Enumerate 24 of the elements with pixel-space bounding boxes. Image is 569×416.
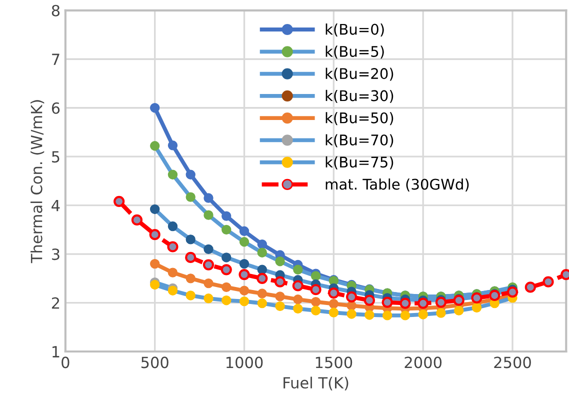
legend-label: k(Bu=5) <box>326 46 384 59</box>
y-tick-label: 5 <box>52 151 60 163</box>
legend-label: k(Bu=75) <box>326 156 394 170</box>
legend-label: k(Bu=70) <box>326 134 394 148</box>
x-tick-label: 1500 <box>316 356 352 368</box>
legend-label: mat. Table (30GWd) <box>326 178 469 192</box>
x-tick-label: 1000 <box>226 356 263 368</box>
x-tick-label: 0 <box>62 356 70 368</box>
y-axis-title: Thermal Con. (W/mK) <box>30 100 44 264</box>
x-tick-label: 500 <box>141 356 168 368</box>
y-tick-label: 1 <box>52 346 60 358</box>
legend-label: k(Bu=20) <box>326 68 394 81</box>
legend-label: k(Bu=0) <box>326 24 384 37</box>
y-tick-label: 2 <box>52 297 60 309</box>
y-tick-label: 3 <box>52 248 60 260</box>
y-tick-label: 6 <box>52 102 60 114</box>
x-axis-title: Fuel T(K) <box>284 376 348 390</box>
y-tick-label: 8 <box>52 4 60 16</box>
legend-label: k(Bu=30) <box>326 90 394 103</box>
y-tick-label: 7 <box>52 54 60 65</box>
x-tick-label: 2500 <box>494 356 531 368</box>
y-tick-label: 4 <box>52 200 60 212</box>
legend-label: k(Bu=50) <box>326 112 394 126</box>
x-tick-label: 2000 <box>404 356 442 368</box>
